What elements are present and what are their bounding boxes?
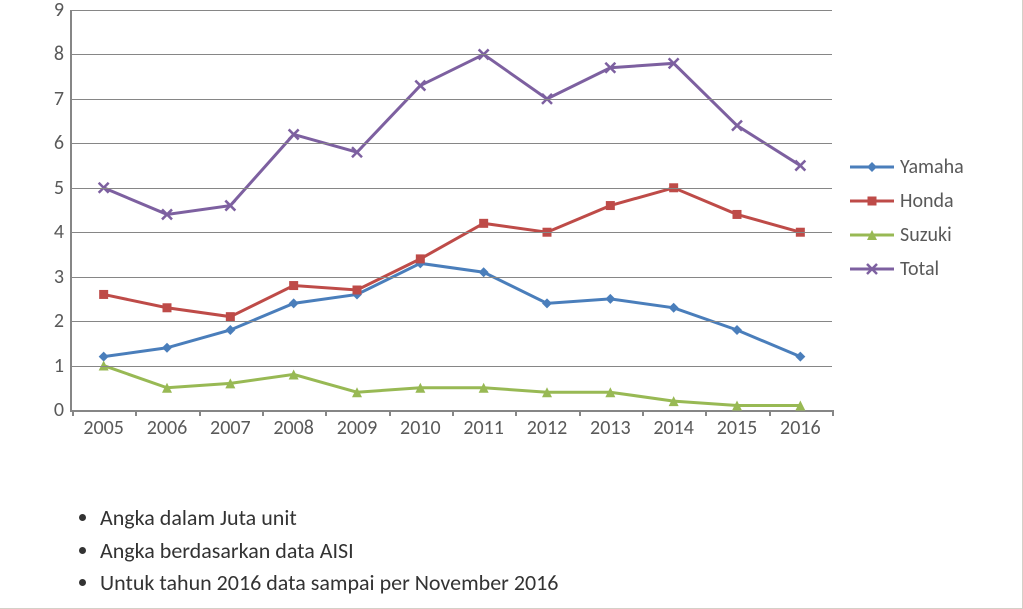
series-marker-honda [479,219,488,228]
x-axis-tick-mark [389,410,391,416]
y-axis-tick-label: 4 [54,220,64,244]
series-marker-honda [99,290,108,299]
series-marker-yamaha [99,352,109,362]
gridline [72,277,832,278]
legend-swatch [850,225,894,245]
chart-container: 0 1 2 3 4 5 6 7 8 9 2005 2006 2007 2008 2009 2010 2011 20… [0,0,1023,609]
series-marker-total [795,161,805,171]
series-marker-yamaha [289,298,299,308]
footnote-item: Angka berdasarkan data AISI [100,537,558,566]
series-marker-yamaha [795,352,805,362]
chart-area: 0123456789200520062007200820092010201120… [40,10,830,440]
gridline [72,99,832,100]
gridline [72,232,832,233]
x-axis-tick-mark [135,410,137,416]
series-line-total [104,54,801,214]
series-marker-yamaha [605,294,615,304]
legend-label: Total [900,257,939,281]
legend-item-honda: Honda [850,184,964,218]
x-axis-tick-mark [452,410,454,416]
series-marker-total [415,81,425,91]
legend-item-yamaha: Yamaha [850,150,964,184]
gridline [72,10,832,11]
series-marker-honda [353,286,362,295]
series-marker-yamaha [225,325,235,335]
x-axis-tick-mark [642,410,644,416]
gridline [72,188,832,189]
legend-label: Suzuki [900,223,952,247]
series-marker-honda [163,303,172,312]
legend-label: Honda [900,189,954,213]
y-axis-tick-label: 3 [54,265,64,289]
series-marker-honda [416,254,425,263]
series-marker-yamaha [732,325,742,335]
y-axis-tick-label: 6 [54,131,64,155]
x-axis-tick-mark [199,410,201,416]
footnote-item: Angka dalam Juta unit [100,504,558,533]
series-marker-total [732,121,742,131]
x-axis-tick-label: 2005 [83,416,124,440]
y-axis-tick-label: 8 [54,42,64,66]
legend-swatch [850,157,894,177]
gridline [72,321,832,322]
x-axis-tick-label: 2015 [717,416,758,440]
gridline [72,54,832,55]
series-line-honda [104,188,801,317]
x-axis-tick-mark [579,410,581,416]
y-axis-tick-label: 7 [54,87,64,111]
legend-label: Yamaha [900,155,964,179]
x-axis-tick-mark [705,410,707,416]
footnotes: Angka dalam Juta unit Angka berdasarkan … [70,500,558,602]
series-marker-yamaha [669,303,679,313]
series-marker-honda [226,312,235,321]
x-axis-tick-mark [769,410,771,416]
legend-item-suzuki: Suzuki [850,218,964,252]
x-axis-tick-mark [515,410,517,416]
gridline [72,143,832,144]
x-axis-tick-label: 2009 [337,416,378,440]
x-axis-tick-label: 2014 [653,416,694,440]
x-axis-tick-label: 2011 [463,416,504,440]
x-axis-tick-label: 2010 [400,416,441,440]
gridline [72,366,832,367]
legend-swatch [850,191,894,211]
series-marker-honda [289,281,298,290]
x-axis-tick-mark [262,410,264,416]
series-marker-yamaha [162,343,172,353]
y-axis-tick-label: 1 [54,354,64,378]
x-axis-tick-mark [832,410,834,416]
series-marker-yamaha [542,298,552,308]
plot-area: 0123456789200520062007200820092010201120… [70,10,832,412]
series-marker-honda [733,210,742,219]
legend-swatch [850,259,894,279]
x-axis-tick-label: 2016 [780,416,821,440]
x-axis-tick-label: 2007 [210,416,251,440]
footnote-item: Untuk tahun 2016 data sampai per Novembe… [100,569,558,598]
y-axis-tick-label: 5 [54,176,64,200]
x-axis-tick-label: 2006 [147,416,188,440]
series-layer [72,10,832,410]
series-marker-honda [606,201,615,210]
x-axis-tick-label: 2008 [273,416,314,440]
x-axis-tick-mark [325,410,327,416]
y-axis-tick-label: 0 [54,398,64,422]
series-line-suzuki [104,366,801,406]
legend: Yamaha Honda Suzuki Total [850,150,964,286]
y-axis-tick-label: 2 [54,309,64,333]
x-axis-tick-mark [72,410,74,416]
y-axis-tick-label: 9 [54,0,64,22]
legend-item-total: Total [850,252,964,286]
x-axis-tick-label: 2013 [590,416,631,440]
x-axis-tick-label: 2012 [527,416,568,440]
